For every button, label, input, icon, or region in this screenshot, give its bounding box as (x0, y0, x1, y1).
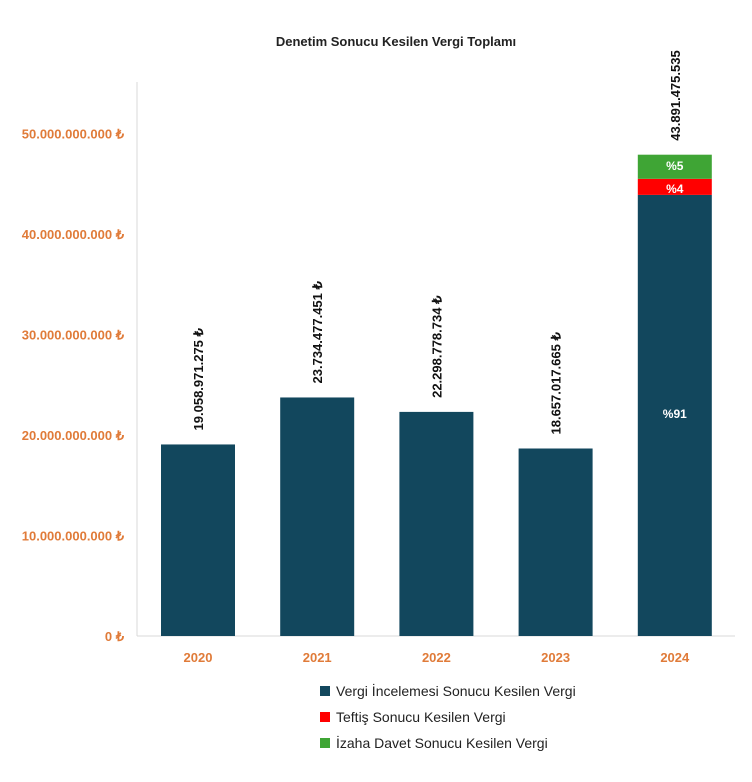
total-label-2020: 19.058.971.275 ₺ (191, 327, 206, 430)
total-label-2021: 23.734.477.451 ₺ (310, 280, 325, 383)
bars (161, 154, 712, 636)
bar-2024-series-0 (637, 194, 712, 636)
x-tick-label: 2021 (303, 650, 332, 665)
legend-swatch (320, 712, 330, 722)
y-tick-label: 0 ₺ (105, 629, 125, 644)
share-label: %4 (666, 182, 684, 196)
chart-title: Denetim Sonucu Kesilen Vergi Toplamı (276, 34, 516, 49)
bar-2024-series-2 (637, 154, 712, 179)
legend-swatch (320, 686, 330, 696)
x-tick-label: 2023 (541, 650, 570, 665)
x-tick-label: 2022 (422, 650, 451, 665)
y-tick-label: 10.000.000.000 ₺ (22, 529, 125, 544)
bar-2023-series-0 (518, 448, 593, 636)
legend-item-izaha-davet: İzaha Davet Sonucu Kesilen Vergi (320, 730, 576, 756)
total-label-2023: 18.657.017.665 ₺ (549, 332, 564, 435)
legend-label: Teftiş Sonucu Kesilen Vergi (336, 709, 506, 725)
bar-2021-series-0 (280, 397, 355, 636)
bar-2024-series-1 (637, 178, 712, 195)
y-tick-label: 20.000.000.000 ₺ (22, 428, 125, 443)
bar-2020-series-0 (161, 444, 235, 636)
share-label: %5 (666, 159, 684, 173)
legend: Vergi İncelemesi Sonucu Kesilen Vergi Te… (320, 678, 576, 756)
y-tick-label: 30.000.000.000 ₺ (22, 328, 125, 343)
bar-2022-series-0 (399, 411, 474, 636)
total-label-2022: 22.298.778.734 ₺ (429, 295, 444, 398)
y-axis-ticks: 0 ₺ 10.000.000.000 ₺ 20.000.000.000 ₺ 30.00… (22, 127, 125, 645)
x-tick-label: 2020 (184, 650, 213, 665)
y-tick-label: 50.000.000.000 ₺ (22, 127, 125, 142)
y-tick-label: 40.000.000.000 ₺ (22, 227, 125, 242)
legend-item-inceleme: Vergi İncelemesi Sonucu Kesilen Vergi (320, 678, 576, 704)
x-axis-ticks: 2020 2021 2022 2023 2024 (184, 650, 690, 665)
total-labels: 19.058.971.275 ₺ 23.734.477.451 ₺ 22.298.7… (191, 50, 683, 434)
share-label: %91 (663, 407, 687, 421)
x-tick-label: 2024 (660, 650, 690, 665)
share-labels: %91 %4 %5 (663, 159, 687, 421)
legend-label: Vergi İncelemesi Sonucu Kesilen Vergi (336, 683, 576, 699)
legend-item-teftis: Teftiş Sonucu Kesilen Vergi (320, 704, 576, 730)
legend-swatch (320, 738, 330, 748)
total-label-2024: 43.891.475.535 (668, 50, 683, 140)
legend-label: İzaha Davet Sonucu Kesilen Vergi (336, 735, 548, 751)
